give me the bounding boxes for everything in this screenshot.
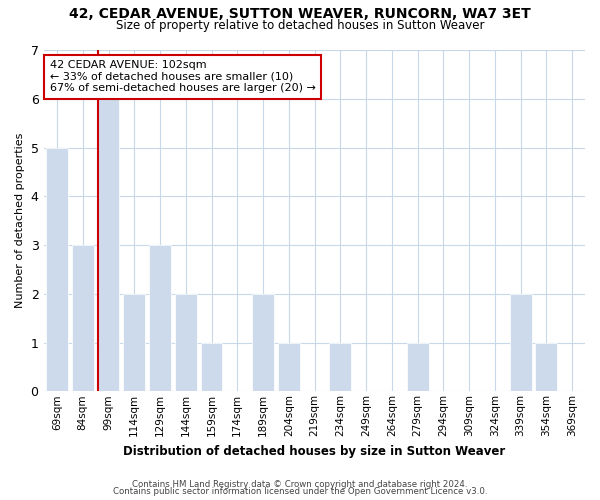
Bar xyxy=(46,148,68,392)
Bar xyxy=(509,294,532,392)
Bar xyxy=(535,342,557,392)
Bar xyxy=(252,294,274,392)
Bar xyxy=(329,342,351,392)
Bar xyxy=(124,294,145,392)
Text: 42 CEDAR AVENUE: 102sqm
← 33% of detached houses are smaller (10)
67% of semi-de: 42 CEDAR AVENUE: 102sqm ← 33% of detache… xyxy=(50,60,316,94)
Text: Contains public sector information licensed under the Open Government Licence v3: Contains public sector information licen… xyxy=(113,487,487,496)
Bar xyxy=(407,342,428,392)
Bar xyxy=(200,342,223,392)
Y-axis label: Number of detached properties: Number of detached properties xyxy=(15,133,25,308)
Bar xyxy=(278,342,300,392)
Text: Contains HM Land Registry data © Crown copyright and database right 2024.: Contains HM Land Registry data © Crown c… xyxy=(132,480,468,489)
Text: 42, CEDAR AVENUE, SUTTON WEAVER, RUNCORN, WA7 3ET: 42, CEDAR AVENUE, SUTTON WEAVER, RUNCORN… xyxy=(69,8,531,22)
Bar xyxy=(175,294,197,392)
Text: Size of property relative to detached houses in Sutton Weaver: Size of property relative to detached ho… xyxy=(116,19,484,32)
Bar xyxy=(149,245,171,392)
Bar xyxy=(72,245,94,392)
X-axis label: Distribution of detached houses by size in Sutton Weaver: Distribution of detached houses by size … xyxy=(124,444,506,458)
Bar xyxy=(98,99,119,392)
